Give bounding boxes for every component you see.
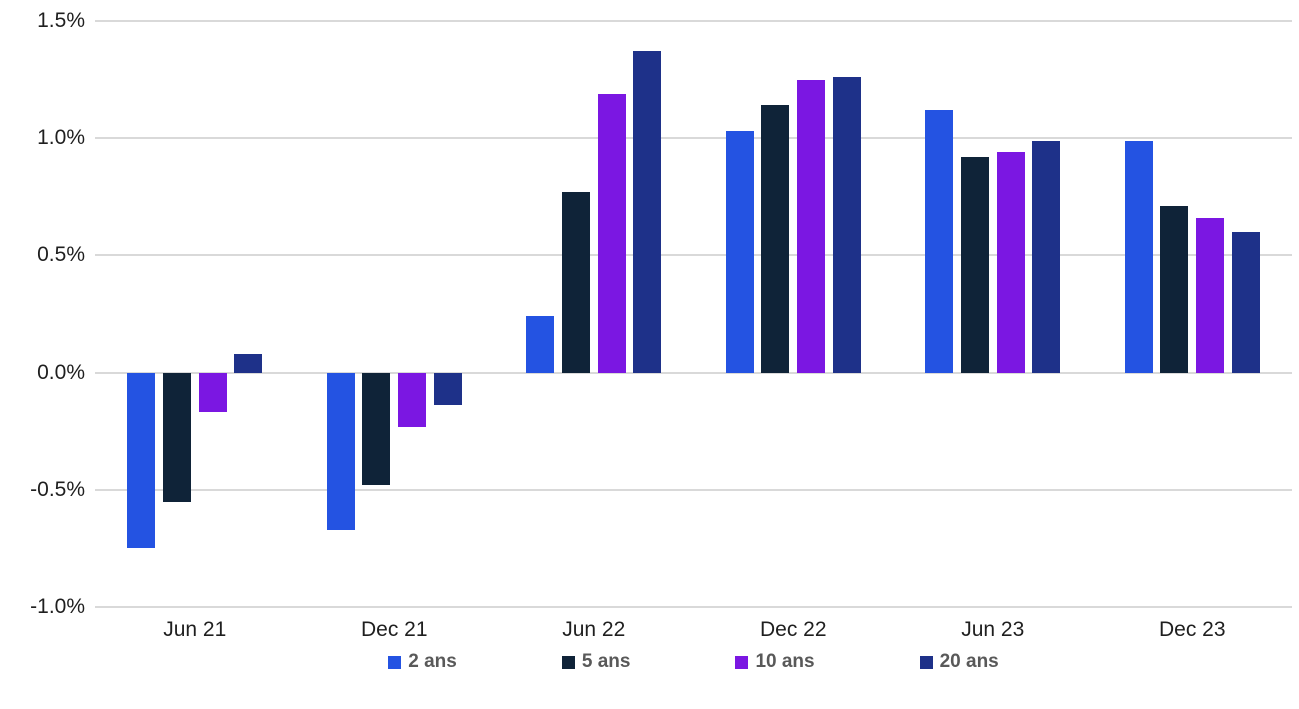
- gridline-1.0%: [95, 137, 1292, 140]
- legend-swatch-icon: [561, 655, 575, 669]
- bar-10-ans-jun-23: [996, 152, 1025, 373]
- y-axis-tick-label: -0.5%: [30, 477, 85, 501]
- legend-label: 2 ans: [408, 651, 457, 672]
- gridline-1.5%: [95, 20, 1292, 22]
- y-axis-tick-label: -1.0%: [30, 595, 85, 618]
- bar-2-ans-dec-21: [326, 372, 355, 530]
- legend-label: 10 ans: [755, 651, 815, 672]
- legend-item-2-ans: 2 ans: [388, 651, 457, 673]
- gridline--1.0%: [95, 606, 1292, 608]
- y-axis: 1.5% 1.0% 0.5% 0.0% -0.5% -1.0%: [0, 0, 85, 709]
- bar-2-ans-jun-22: [526, 316, 555, 373]
- gridline-0.5%: [95, 254, 1292, 257]
- bar-20-ans-jun-21: [234, 353, 263, 373]
- legend-label: 20 ans: [939, 651, 999, 672]
- y-axis-tick-label: 0.5%: [37, 243, 85, 267]
- bar-5-ans-jun-23: [960, 156, 989, 373]
- bar-5-ans-dec-23: [1160, 206, 1189, 373]
- bar-20-ans-jun-23: [1032, 140, 1061, 373]
- bar-2-ans-dec-22: [725, 131, 754, 373]
- legend-swatch-icon: [919, 655, 933, 669]
- bar-20-ans-dec-22: [832, 77, 861, 373]
- legend: 2 ans 5 ans 10 ans 20 ans: [95, 651, 1292, 673]
- bar-20-ans-dec-23: [1231, 231, 1260, 373]
- gridline--0.5%: [95, 488, 1292, 491]
- y-axis-tick-label: 1.0%: [37, 126, 85, 150]
- legend-item-10-ans: 10 ans: [735, 651, 815, 673]
- x-axis-tick-label: Jun 21: [163, 618, 227, 641]
- bar-10-ans-dec-23: [1196, 217, 1225, 373]
- x-axis-tick-label: Jun 22: [562, 618, 626, 641]
- legend-swatch-icon: [388, 655, 402, 669]
- x-axis-tick-label: Jun 23: [961, 618, 1025, 641]
- x-axis-tick-label: Dec 23: [1158, 618, 1226, 641]
- bar-5-ans-dec-22: [761, 105, 790, 373]
- bar-2-ans-jun-21: [127, 372, 156, 549]
- bar-2-ans-jun-23: [925, 110, 954, 373]
- legend-item-20-ans: 20 ans: [919, 651, 999, 673]
- bar-20-ans-dec-21: [433, 372, 462, 406]
- legend-swatch-icon: [735, 655, 749, 669]
- bar-5-ans-jun-21: [162, 372, 191, 502]
- bar-5-ans-jun-22: [561, 192, 590, 373]
- y-axis-tick-label: 0.0%: [37, 360, 85, 384]
- bar-5-ans-dec-21: [362, 372, 391, 486]
- bar-10-ans-dec-21: [398, 372, 427, 427]
- bar-20-ans-jun-22: [633, 51, 662, 373]
- bar-10-ans-jun-22: [597, 93, 626, 373]
- legend-label: 5 ans: [581, 651, 631, 672]
- gridline-0.0%: [95, 371, 1292, 374]
- bar-2-ans-dec-23: [1124, 140, 1153, 373]
- bar-10-ans-dec-22: [797, 79, 826, 373]
- bar-10-ans-jun-21: [198, 372, 227, 413]
- x-axis-tick-label: Dec 21: [360, 618, 428, 641]
- x-axis-tick-label: Dec 22: [759, 618, 827, 641]
- y-axis-tick-label: 1.5%: [37, 9, 85, 32]
- legend-item-5-ans: 5 ans: [561, 651, 631, 673]
- plot-area: [95, 20, 1292, 608]
